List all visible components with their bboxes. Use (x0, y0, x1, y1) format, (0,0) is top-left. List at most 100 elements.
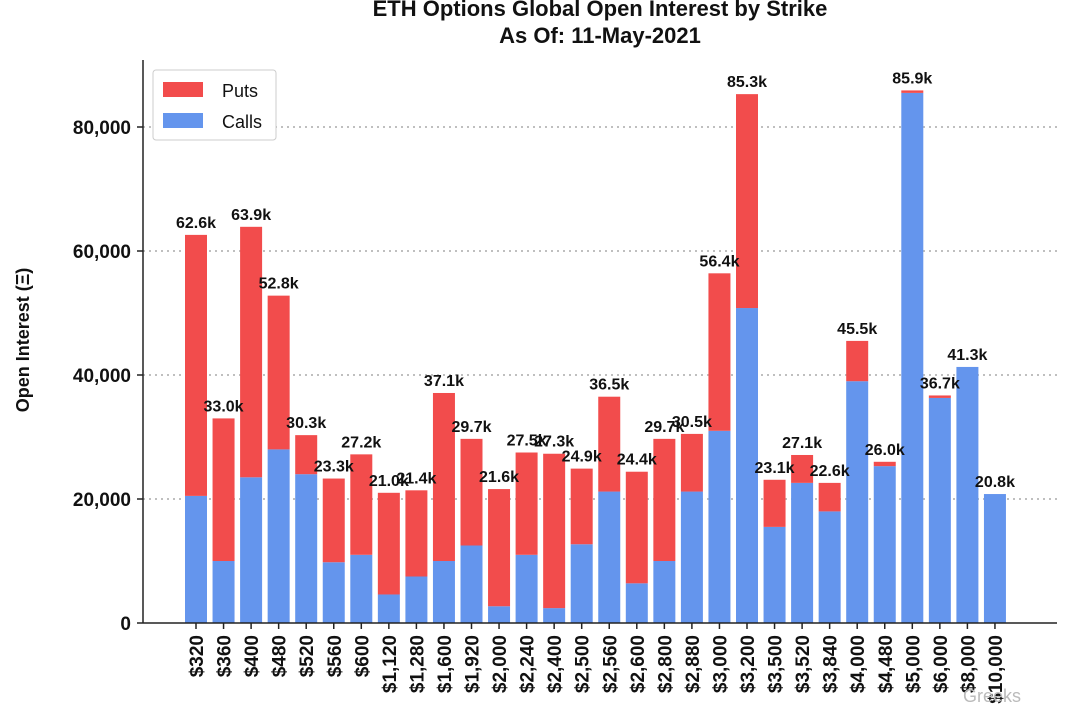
bar-puts (680, 433, 703, 492)
y-tick-label: 40,000 (73, 366, 131, 387)
bar-puts (873, 461, 896, 467)
data-label: 22.6k (810, 463, 850, 480)
data-label: 21.6k (479, 469, 519, 486)
bar-calls (515, 554, 538, 623)
data-label: 45.5k (837, 321, 877, 338)
x-tick-label: $3,520 (793, 635, 814, 693)
bar-puts (515, 452, 538, 555)
data-label: 20.8k (975, 474, 1015, 491)
data-label: 41.3k (947, 347, 987, 364)
data-label: 29.7k (451, 419, 491, 436)
bar-puts (708, 273, 731, 431)
x-tick-label: $2,600 (628, 635, 649, 693)
data-label: 24.9k (562, 449, 602, 466)
bar-calls (432, 561, 455, 623)
bar-calls (873, 466, 896, 623)
bar-puts (543, 453, 566, 609)
data-label: 23.3k (314, 459, 354, 476)
legend-swatch-puts (163, 82, 203, 97)
x-tick-label: $8,000 (958, 635, 979, 693)
data-label: 23.1k (755, 460, 795, 477)
x-tick-label: $3,840 (821, 635, 842, 693)
bar-calls (267, 449, 290, 623)
bar-puts (405, 490, 428, 577)
bar-puts (350, 454, 373, 555)
bar-calls (708, 430, 731, 623)
data-label: 27.1k (782, 435, 822, 452)
data-label: 62.6k (176, 215, 216, 232)
bar-calls (488, 606, 511, 623)
bar-calls (543, 608, 566, 623)
bar-calls (240, 477, 263, 623)
x-tick-label: $2,560 (600, 635, 621, 693)
bar-calls (405, 576, 428, 623)
data-label: 36.7k (920, 375, 960, 392)
y-tick-labels: 0 20,000 40,000 60,000 80,000 (73, 118, 143, 635)
bar-calls (350, 554, 373, 623)
data-label: 24.4k (617, 452, 657, 469)
data-label: 52.8k (259, 276, 299, 293)
x-tick-label: $4,000 (848, 635, 869, 693)
bar-calls (625, 583, 648, 623)
x-tick-label: $5,000 (903, 635, 924, 693)
bar-calls (791, 482, 814, 623)
bar-calls (736, 308, 758, 623)
bar-calls (846, 381, 869, 623)
bar-calls (185, 495, 207, 623)
data-label: 27.2k (341, 434, 381, 451)
chart-title: ETH Options Global Open Interest by Stri… (373, 0, 828, 21)
bar-puts (763, 479, 786, 527)
bar-calls (460, 545, 483, 623)
x-tick-label: $360 (215, 635, 236, 677)
data-label: 26.0k (865, 442, 905, 459)
x-tick-label: $2,000 (490, 635, 511, 693)
data-label: 30.3k (286, 415, 326, 432)
bar-puts (212, 418, 235, 561)
bar-calls (680, 491, 703, 623)
bar-calls (598, 491, 621, 623)
data-label: 30.5k (672, 414, 712, 431)
legend-label-puts: Puts (222, 81, 258, 101)
data-label: 27.3k (534, 434, 574, 451)
bar-puts (570, 468, 593, 545)
bar-calls (928, 397, 951, 623)
legend-label-calls: Calls (222, 112, 262, 132)
bar-puts (377, 492, 400, 595)
data-label: 85.3k (727, 74, 767, 91)
x-tick-label: $2,800 (655, 635, 676, 693)
x-tick-label: $480 (270, 635, 291, 677)
x-tick-label: $1,600 (435, 635, 456, 693)
data-label: 27.5k (507, 433, 547, 450)
x-tick-label: $520 (297, 635, 318, 677)
bar-calls (653, 561, 676, 623)
y-tick-label: 60,000 (73, 242, 131, 263)
bar-puts (653, 438, 676, 561)
x-tick-label: $2,400 (545, 635, 566, 693)
data-label: 37.1k (424, 373, 464, 390)
watermark-text: Greeks (963, 686, 1021, 706)
x-tick-label: $1,920 (463, 635, 484, 693)
data-label: 56.4k (699, 253, 739, 270)
data-labels: 62.6k 33.0k 63.9k 52.8k 30.3k 23.3k 27.2k 21.0k… (176, 70, 1015, 491)
legend: Puts Calls (152, 69, 277, 141)
data-label: 85.9k (892, 70, 932, 87)
bars (185, 90, 1006, 623)
bar-calls (322, 562, 345, 623)
y-tick-label: 0 (120, 614, 131, 635)
data-label: 36.5k (589, 377, 629, 394)
x-tick-label: $400 (242, 635, 263, 677)
bar-puts (846, 340, 869, 382)
y-axis-label: Open Interest (Ξ) (13, 268, 33, 413)
data-label: 21.4k (396, 470, 436, 487)
bar-calls (570, 544, 593, 623)
data-label: 63.9k (231, 207, 271, 224)
y-tick-label: 20,000 (73, 490, 131, 511)
bar-puts (488, 489, 511, 607)
bar-puts (185, 234, 207, 496)
bar-calls (295, 474, 318, 623)
bar-puts (598, 396, 621, 492)
legend-swatch-calls (163, 113, 203, 128)
y-tick-label: 80,000 (73, 118, 131, 139)
bar-puts (460, 438, 483, 546)
